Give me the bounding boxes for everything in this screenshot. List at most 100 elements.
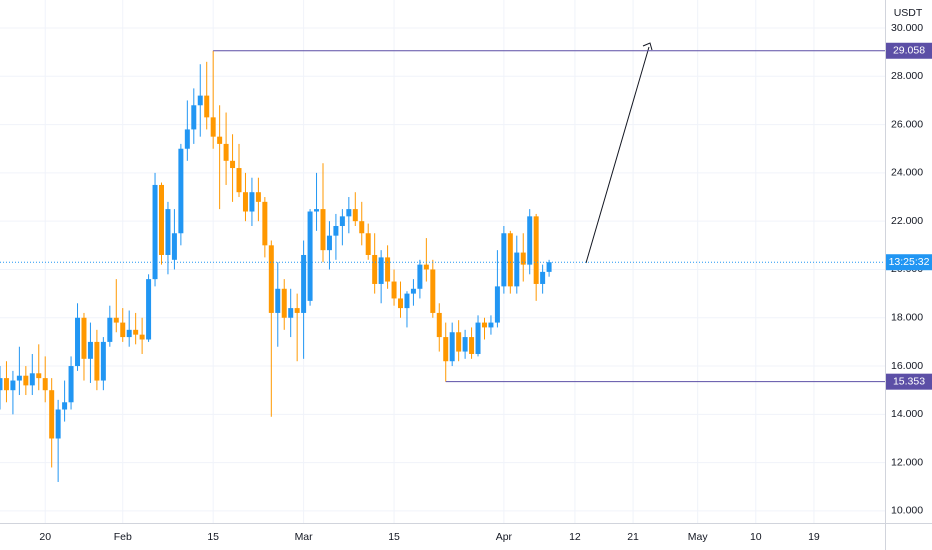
candle-body xyxy=(100,341,106,381)
candle-body xyxy=(449,332,455,362)
candle-body xyxy=(217,136,223,144)
candle-body xyxy=(378,257,384,284)
candle-body xyxy=(294,308,300,313)
candle-body xyxy=(126,329,132,338)
candle-body xyxy=(55,409,61,439)
candle-body xyxy=(210,117,216,137)
candle-body xyxy=(178,148,184,234)
candle-body xyxy=(398,298,404,309)
candle-body xyxy=(49,390,55,439)
candle-body xyxy=(314,209,320,212)
candle-body xyxy=(249,192,255,212)
y-tick-label: 24.000 xyxy=(891,167,923,179)
candle-body xyxy=(268,245,274,313)
candle-body xyxy=(23,375,29,386)
countdown-label: 13:25:32 xyxy=(889,256,930,268)
candle-body xyxy=(326,235,332,251)
candle-body xyxy=(197,95,203,106)
candle-body xyxy=(514,252,520,287)
candle-body xyxy=(165,209,171,255)
candle-body xyxy=(29,373,35,386)
candle-body xyxy=(191,105,197,130)
candle-body xyxy=(456,332,462,352)
candle-body xyxy=(107,317,113,342)
candle-body xyxy=(36,373,42,379)
candle-body xyxy=(430,269,436,313)
level-tag xyxy=(886,373,932,390)
candle-body xyxy=(262,201,268,246)
x-tick-label: Apr xyxy=(496,531,513,543)
candle-body xyxy=(204,95,210,118)
candle-body xyxy=(146,279,152,340)
candle-body xyxy=(475,322,481,354)
level-label: 15.353 xyxy=(893,375,925,387)
y-tick-label: 30.000 xyxy=(891,22,923,34)
candle-body xyxy=(152,184,158,280)
candle-body xyxy=(288,308,294,318)
candle-body xyxy=(16,375,22,381)
candle-body xyxy=(410,288,416,294)
candle-body xyxy=(139,334,145,340)
y-tick-label: 16.000 xyxy=(891,360,923,372)
x-tick-label: 20 xyxy=(39,531,51,543)
y-tick-label: 22.000 xyxy=(891,215,923,227)
y-tick-label: 14.000 xyxy=(891,408,923,420)
candle-body xyxy=(184,129,190,149)
candle-body xyxy=(223,143,229,161)
candle-body xyxy=(540,271,546,284)
x-tick-label: 21 xyxy=(627,531,639,543)
candle-body xyxy=(501,233,507,287)
candle-body xyxy=(494,286,500,323)
candle-body xyxy=(527,216,533,265)
level-tag xyxy=(886,42,932,59)
candle-body xyxy=(133,329,139,335)
candle-body xyxy=(423,264,429,270)
x-tick-label: 19 xyxy=(808,531,820,543)
candle-body xyxy=(417,264,423,289)
x-tick-label: May xyxy=(688,531,709,543)
candle-body xyxy=(339,216,345,227)
candle-body xyxy=(359,221,365,234)
candle-body xyxy=(62,402,68,410)
candle-body xyxy=(113,317,119,323)
candle-body xyxy=(507,233,513,287)
arrow-head xyxy=(642,42,653,51)
x-tick-label: 15 xyxy=(207,531,219,543)
grid xyxy=(0,0,885,523)
candle-body xyxy=(546,262,552,272)
y-tick-label: 28.000 xyxy=(891,70,923,82)
candle-body xyxy=(488,322,494,328)
candle-body xyxy=(81,317,87,359)
y-tick-label: 10.000 xyxy=(891,505,923,517)
y-tick-label: 18.000 xyxy=(891,312,923,324)
candle-body xyxy=(75,317,81,367)
y-tick-label: 12.000 xyxy=(891,456,923,468)
candle-body xyxy=(281,288,287,318)
candle-body xyxy=(3,378,9,391)
candle-body xyxy=(242,192,248,212)
candle-body xyxy=(391,281,397,299)
candle-body xyxy=(443,337,449,362)
candle-body xyxy=(10,380,16,391)
candle-body xyxy=(436,312,442,338)
candle-body xyxy=(255,192,261,202)
candle-body xyxy=(301,254,307,313)
x-tick-label: Feb xyxy=(114,531,132,543)
candle-body xyxy=(385,257,391,282)
x-tick-label: 10 xyxy=(750,531,762,543)
candle-body xyxy=(94,341,100,381)
x-tick-label: 15 xyxy=(388,531,400,543)
candle-body xyxy=(520,252,526,265)
candle-body xyxy=(481,322,487,328)
candle-body xyxy=(0,378,3,391)
candle-body xyxy=(320,209,326,251)
x-tick-label: Mar xyxy=(295,531,314,543)
currency-label: USDT xyxy=(894,7,923,19)
candle-body xyxy=(42,378,48,391)
candle-body xyxy=(469,337,475,354)
candle-body xyxy=(275,288,281,313)
candle-body xyxy=(462,337,468,352)
candle-body xyxy=(307,211,313,301)
